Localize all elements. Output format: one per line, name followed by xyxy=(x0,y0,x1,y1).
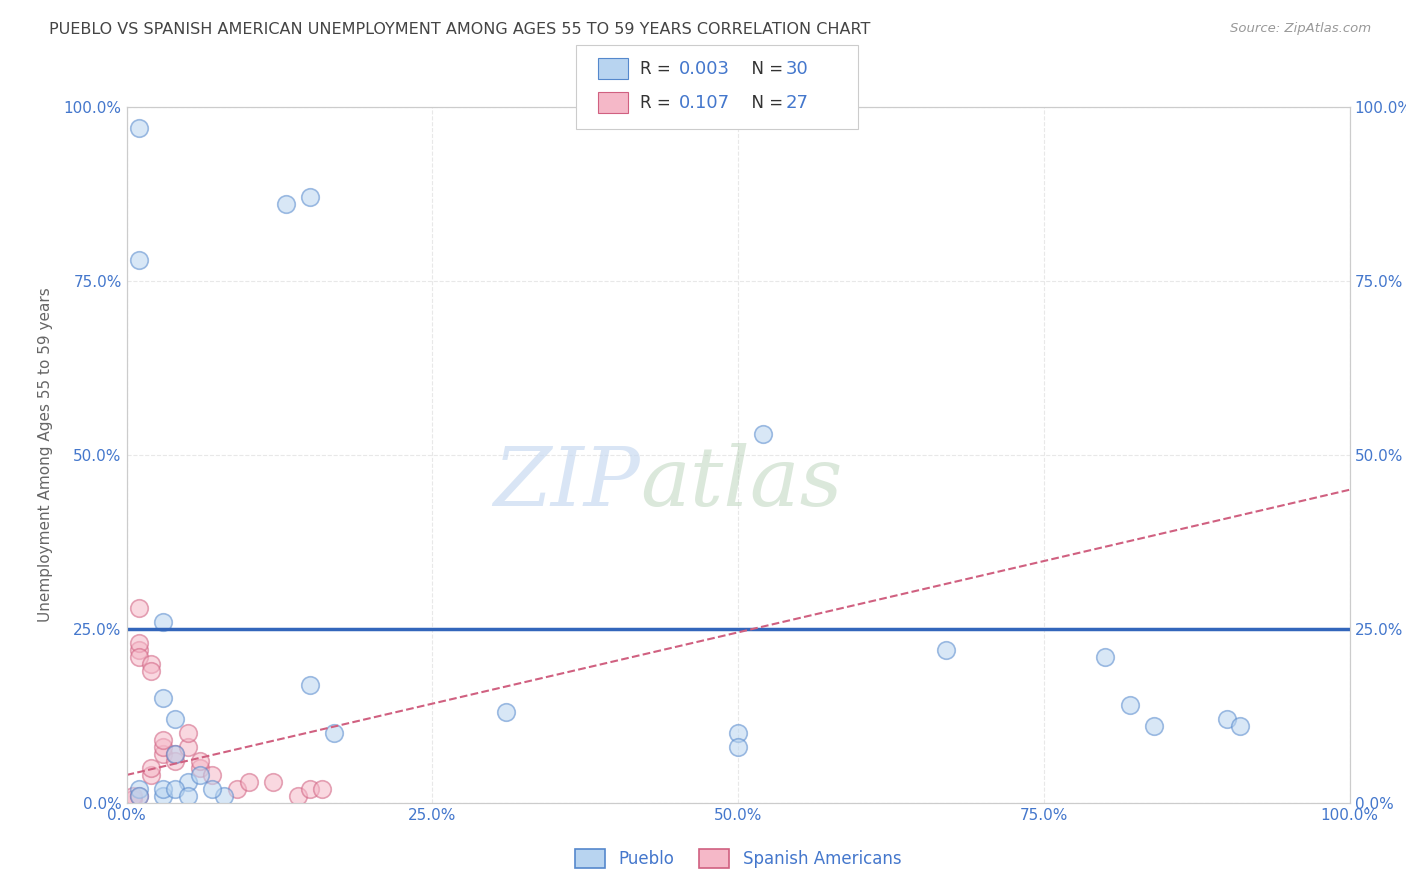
Point xyxy=(1216,712,1239,726)
Point xyxy=(1118,698,1140,713)
Point xyxy=(299,677,322,691)
Point xyxy=(128,120,150,135)
Point xyxy=(152,691,174,706)
Text: R =: R = xyxy=(640,94,676,112)
Text: 27: 27 xyxy=(786,94,808,112)
Point xyxy=(274,197,297,211)
Point xyxy=(214,789,236,803)
Point xyxy=(323,726,346,740)
Point xyxy=(165,781,187,796)
Point xyxy=(121,792,143,806)
Point xyxy=(495,706,517,720)
Text: 0.107: 0.107 xyxy=(679,94,730,112)
Point xyxy=(177,740,200,755)
Point xyxy=(139,761,162,775)
Point xyxy=(128,789,150,803)
Point xyxy=(121,789,143,803)
Point xyxy=(139,657,162,671)
Text: N =: N = xyxy=(741,60,789,78)
Point xyxy=(751,427,773,442)
Point xyxy=(299,781,322,796)
Y-axis label: Unemployment Among Ages 55 to 59 years: Unemployment Among Ages 55 to 59 years xyxy=(38,287,52,623)
Point xyxy=(128,781,150,796)
Point xyxy=(128,789,150,803)
Point xyxy=(1143,719,1166,733)
Text: Source: ZipAtlas.com: Source: ZipAtlas.com xyxy=(1230,22,1371,36)
Point xyxy=(165,747,187,761)
Text: atlas: atlas xyxy=(640,442,842,523)
Point xyxy=(128,253,150,268)
Point xyxy=(188,754,211,768)
Point xyxy=(165,754,187,768)
Point xyxy=(165,712,187,726)
Text: PUEBLO VS SPANISH AMERICAN UNEMPLOYMENT AMONG AGES 55 TO 59 YEARS CORRELATION CH: PUEBLO VS SPANISH AMERICAN UNEMPLOYMENT … xyxy=(49,22,870,37)
Point xyxy=(152,733,174,747)
Point xyxy=(727,726,749,740)
Point xyxy=(152,781,174,796)
Point xyxy=(177,726,200,740)
Point xyxy=(1229,719,1251,733)
Point xyxy=(152,615,174,629)
Point xyxy=(188,761,211,775)
Point xyxy=(128,601,150,615)
Point xyxy=(935,642,957,657)
Point xyxy=(1094,649,1116,664)
Point xyxy=(139,664,162,678)
Point xyxy=(727,740,749,755)
Point xyxy=(262,775,284,789)
Point xyxy=(238,775,260,789)
Text: 0.003: 0.003 xyxy=(679,60,730,78)
Point xyxy=(177,789,200,803)
Point xyxy=(152,747,174,761)
Text: 30: 30 xyxy=(786,60,808,78)
Point xyxy=(128,649,150,664)
Point xyxy=(188,768,211,782)
Point xyxy=(139,768,162,782)
Point xyxy=(128,636,150,650)
Text: R =: R = xyxy=(640,60,676,78)
Point xyxy=(299,190,322,204)
Point xyxy=(311,781,333,796)
Text: ZIP: ZIP xyxy=(494,442,640,523)
Point xyxy=(225,781,247,796)
Point xyxy=(287,789,309,803)
Point xyxy=(201,768,224,782)
Point xyxy=(128,642,150,657)
Text: N =: N = xyxy=(741,94,789,112)
Point xyxy=(165,747,187,761)
Legend: Pueblo, Spanish Americans: Pueblo, Spanish Americans xyxy=(568,842,908,874)
Point xyxy=(152,789,174,803)
Point xyxy=(201,781,224,796)
Point xyxy=(177,775,200,789)
Point xyxy=(152,740,174,755)
